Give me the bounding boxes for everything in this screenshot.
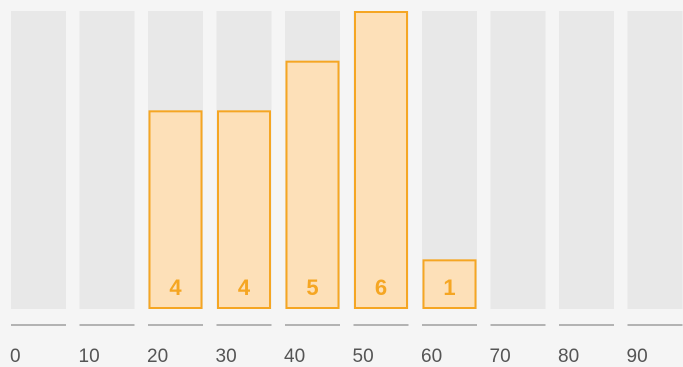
value-label-20: 4 — [169, 275, 182, 300]
axis-segment-70 — [490, 324, 546, 326]
slot-70 — [490, 11, 546, 309]
tick-label-0: 0 — [10, 346, 21, 367]
slot-0 — [11, 11, 66, 309]
tick-label-30: 30 — [216, 346, 237, 367]
tick-label-20: 20 — [147, 346, 168, 367]
slot-60 — [422, 11, 477, 309]
tick-label-60: 60 — [421, 346, 442, 367]
axis-segment-90 — [627, 324, 683, 326]
tick-label-70: 70 — [490, 346, 511, 367]
slot-90 — [627, 11, 683, 309]
slot-80 — [559, 11, 614, 309]
value-label-50: 6 — [375, 275, 387, 300]
slots-layer — [11, 11, 683, 309]
axis-segment-60 — [422, 324, 477, 326]
axis-layer — [11, 324, 683, 326]
bar-60 — [422, 259, 477, 310]
bar-50 — [354, 11, 408, 309]
axis-segment-20 — [148, 324, 203, 326]
value-label-30: 4 — [238, 275, 251, 300]
bar-20 — [148, 110, 203, 310]
bar-30 — [217, 110, 271, 310]
bar-40 — [285, 60, 340, 309]
axis-segment-30 — [216, 324, 272, 326]
value-label-60: 1 — [443, 275, 455, 300]
axis-segment-50 — [353, 324, 409, 326]
slot-10 — [79, 11, 135, 309]
bars-layer — [148, 11, 477, 310]
tick-labels-layer: 0 10 20 30 40 50 60 70 80 90 — [10, 346, 648, 367]
tick-label-40: 40 — [284, 346, 305, 367]
tick-label-90: 90 — [627, 346, 648, 367]
tick-label-50: 50 — [353, 346, 374, 367]
tick-label-10: 10 — [79, 346, 100, 367]
axis-segment-80 — [559, 324, 614, 326]
axis-segment-0 — [11, 324, 66, 326]
value-label-40: 5 — [306, 275, 318, 300]
axis-segment-10 — [79, 324, 135, 326]
axis-segment-40 — [285, 324, 340, 326]
value-labels-layer: 4 4 5 6 1 — [169, 275, 455, 300]
tick-label-80: 80 — [558, 346, 579, 367]
